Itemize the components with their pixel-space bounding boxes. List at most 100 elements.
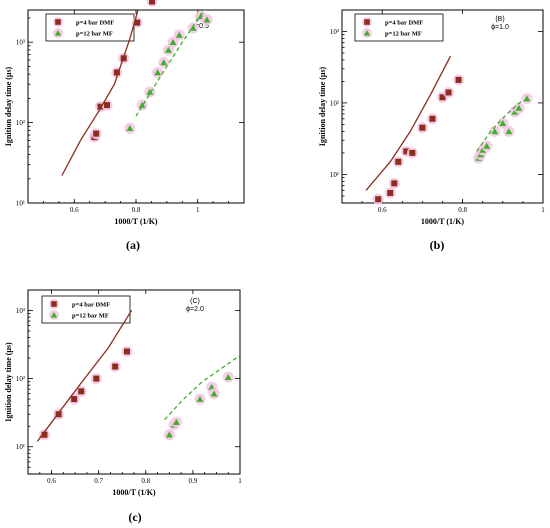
data-point-dmf <box>375 196 382 203</box>
legend-triangle-marker <box>363 30 371 36</box>
panel-annotation: (C) <box>190 298 200 305</box>
data-point-dmf <box>387 189 394 196</box>
y-tick-label: 10³ <box>16 39 25 47</box>
data-point-dmf <box>112 363 119 370</box>
data-point-dmf <box>78 388 85 395</box>
y-tick-label: 10² <box>16 119 25 127</box>
data-point-mf <box>479 146 487 153</box>
x-tick-label: 0.7 <box>94 477 103 485</box>
data-point-dmf <box>391 180 398 187</box>
legend-label: p=4 bar DMF <box>72 301 110 308</box>
x-tick-label: 0.6 <box>378 206 387 214</box>
data-point-dmf <box>93 130 100 137</box>
data-point-mf <box>224 373 232 380</box>
y-tick-label: 10³ <box>330 28 339 36</box>
legend-label: p=12 bar MF <box>76 30 113 37</box>
panel-b: 0.6 0.8 1 10¹ 10² 10³ 1000/T (1/K) Ignition del… <box>318 9 545 252</box>
legend-square-marker <box>55 19 61 25</box>
series-line-dmf-model <box>61 10 139 176</box>
subfigure-caption: (b) <box>430 238 445 252</box>
legend-label: p=12 bar MF <box>385 30 422 37</box>
phi-annotation: ϕ=1.0 <box>491 24 509 31</box>
data-point-mf <box>126 125 134 132</box>
phi-annotation: ϕ=0.5 <box>191 23 209 30</box>
data-point-dmf <box>429 115 436 122</box>
data-point-dmf <box>409 149 416 156</box>
data-point-mf <box>138 101 146 108</box>
data-point-dmf <box>71 396 78 403</box>
data-point-mf <box>173 418 180 425</box>
data-point-dmf <box>55 411 62 418</box>
legend: p=4 bar DMF p=12 bar MF <box>354 13 444 42</box>
data-point-mf <box>165 431 173 438</box>
x-tick-label: 0.9 <box>189 477 198 485</box>
series-line-dmf-model <box>36 310 133 442</box>
data-point-dmf <box>41 431 48 438</box>
y-axis-title: Ignition delay time (μs) <box>4 342 13 422</box>
legend-label: p=4 bar DMF <box>385 19 423 26</box>
data-point-dmf <box>149 0 156 5</box>
data-point-dmf <box>97 103 104 110</box>
x-tick-label: 0.8 <box>141 477 150 485</box>
data-point-dmf <box>403 148 410 155</box>
data-point-mf <box>154 69 161 76</box>
legend-label: p=4 bar DMF <box>76 19 114 26</box>
data-point-mf <box>499 120 507 127</box>
data-point-dmf <box>419 124 426 131</box>
x-tick-label: 1 <box>541 206 545 214</box>
data-point-mf <box>515 104 523 111</box>
data-point-mf <box>210 390 218 397</box>
data-point-dmf <box>439 94 446 101</box>
x-tick-label: 0.6 <box>70 206 79 214</box>
x-axis-title: 1000/T (1/K) <box>114 217 158 226</box>
legend: p=4 bar DMF p=12 bar MF <box>45 13 135 42</box>
y-axis-title: Ignition delay time (μs) <box>4 66 13 146</box>
x-tick-label: 1 <box>238 477 242 485</box>
phi-annotation: ϕ=2.0 <box>186 306 204 313</box>
panel-c: 0.6 0.7 0.8 0.9 1 10¹ 10² 10³ 1000/T (1/K) Igniti… <box>4 289 242 524</box>
subfigure-caption: (a) <box>126 238 140 252</box>
legend-triangle-marker <box>50 312 58 318</box>
data-point-mf <box>165 46 172 53</box>
legend-label: p=12 bar MF <box>72 312 109 319</box>
data-point-mf <box>169 38 177 45</box>
y-tick-label: 10¹ <box>16 443 25 451</box>
series-line-dmf-model <box>365 55 452 191</box>
data-point-mf <box>146 88 154 95</box>
legend-square-marker <box>364 19 370 25</box>
series-line-mf-model <box>135 10 206 117</box>
panel-annotation: (B) <box>495 16 504 23</box>
y-tick-label: 10² <box>330 99 339 107</box>
x-tick-label: 0.6 <box>47 477 56 485</box>
data-point-mf <box>175 31 183 38</box>
data-point-dmf <box>103 102 110 109</box>
x-axis-title: 1000/T (1/K) <box>112 488 156 497</box>
data-point-mf <box>491 128 499 135</box>
data-point-mf <box>196 395 204 402</box>
x-tick-label: 1 <box>196 206 200 214</box>
series-line-mf-model <box>476 99 524 152</box>
panel-a: 0.6 0.8 1 10¹ 10² 10³ 1000/T (1/K) Ignition del… <box>4 0 245 252</box>
x-tick-label: 0.8 <box>132 206 141 214</box>
x-axis-title: 1000/T (1/K) <box>421 217 465 226</box>
y-tick-label: 10³ <box>16 307 25 315</box>
series-line-mf-model <box>164 354 240 421</box>
legend-square-marker <box>51 301 57 307</box>
data-point-mf <box>203 16 211 23</box>
data-point-dmf <box>445 89 452 96</box>
data-point-dmf <box>93 375 100 382</box>
subfigure-caption: (c) <box>128 510 141 524</box>
data-point-mf <box>160 59 168 66</box>
data-point-dmf <box>134 19 141 26</box>
data-point-mf <box>505 128 513 135</box>
y-tick-label: 10¹ <box>330 171 339 179</box>
legend: p=4 bar DMF p=12 bar MF <box>41 295 131 324</box>
data-point-dmf <box>113 69 120 76</box>
y-tick-label: 10² <box>16 375 25 383</box>
y-axis-title: Ignition delay time (μs) <box>318 66 327 146</box>
data-point-dmf <box>455 76 462 83</box>
y-tick-label: 10¹ <box>16 200 25 208</box>
data-point-mf <box>483 142 491 149</box>
data-point-mf <box>523 95 531 102</box>
